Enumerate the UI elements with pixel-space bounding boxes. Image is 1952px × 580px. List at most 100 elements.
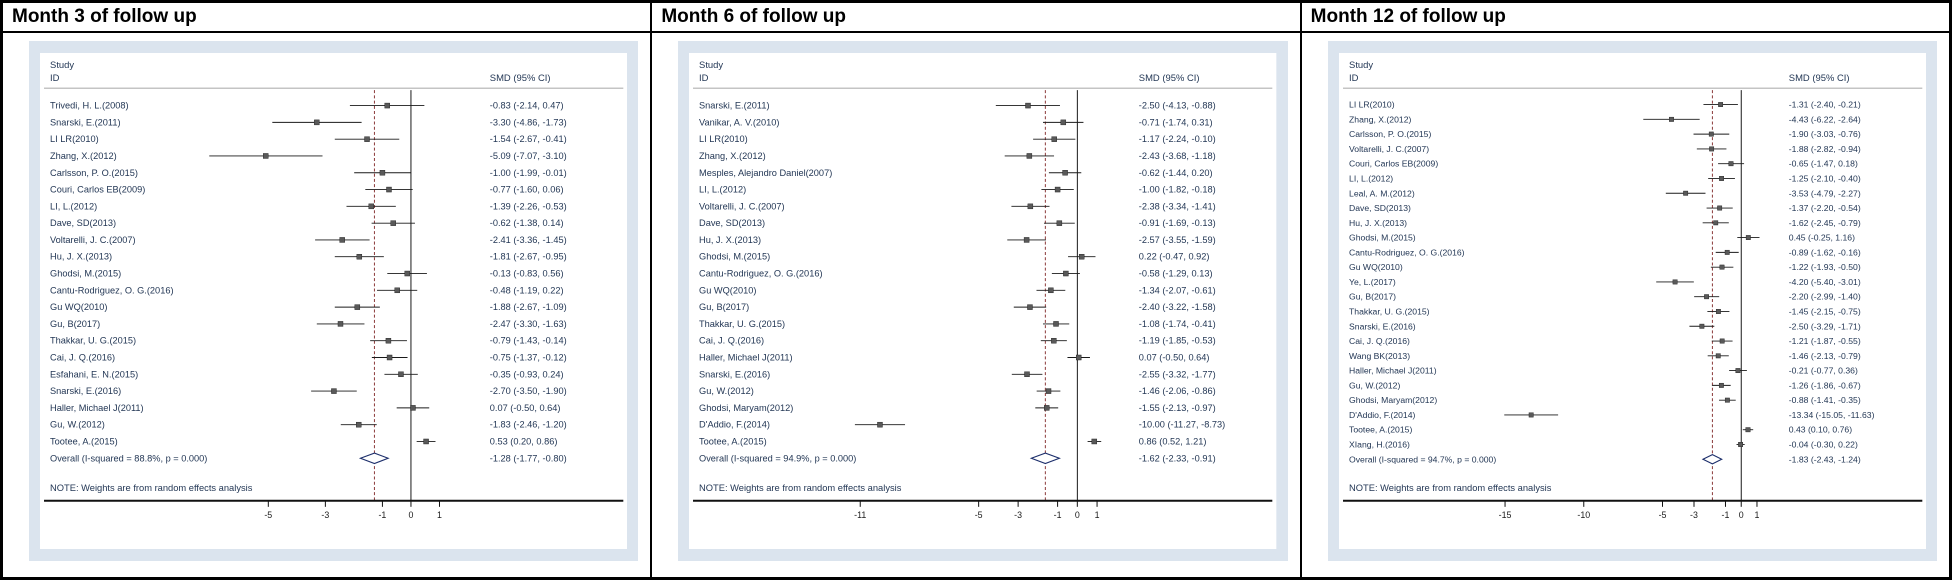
study-id-label: Zhang, X.(2012) — [50, 151, 117, 161]
effect-marker — [386, 354, 393, 361]
study-id-label: Ghodsi, M.(2015) — [699, 252, 770, 262]
panel-month-12: Month 12 of follow up Study ID SMD (95% CI)… — [1299, 3, 1949, 577]
study-id-label: Leal, A. M.(2012) — [1349, 188, 1415, 198]
smd-ci-label: -0.48 (-1.19, 0.22) — [490, 285, 564, 295]
effect-marker — [877, 421, 884, 428]
effect-marker — [1056, 220, 1063, 226]
study-id-label: Cai, J. Q.(2016) — [1349, 336, 1410, 346]
study-id-label: Gu, B(2017) — [50, 319, 100, 329]
study-id-label: Ghodsi, M.(2015) — [50, 269, 121, 279]
effect-marker — [394, 287, 400, 294]
smd-ci-label: -1.81 (-2.67, -0.95) — [490, 252, 567, 262]
effect-marker — [1715, 353, 1721, 359]
smd-ci-label: -2.40 (-3.22, -1.58) — [1139, 302, 1216, 312]
effect-marker — [354, 304, 361, 310]
id-header: ID — [1349, 72, 1359, 83]
effect-marker — [410, 405, 416, 411]
effect-marker — [1708, 146, 1714, 152]
smd-ci-label: -0.21 (-0.77, 0.36) — [1788, 366, 1857, 376]
study-id-label: Gu WQ(2010) — [699, 285, 756, 295]
smd-ci-label: -2.47 (-3.30, -1.63) — [490, 319, 567, 329]
smd-ci-label: -2.55 (-3.32, -1.77) — [1139, 369, 1216, 379]
smd-ci-label: -0.62 (-1.44, 0.20) — [1139, 168, 1213, 178]
smd-ci-label: -2.50 (-3.29, -1.71) — [1788, 321, 1860, 331]
smd-ci-label: -2.57 (-3.55, -1.59) — [1139, 235, 1216, 245]
smd-ci-label: -1.25 (-2.10, -0.40) — [1788, 173, 1860, 183]
smd-ci-label: -1.62 (-2.45, -0.79) — [1788, 218, 1860, 228]
effect-marker — [1745, 235, 1751, 240]
effect-marker — [1715, 309, 1721, 314]
smd-ci-label: -4.20 (-5.40, -3.01) — [1788, 277, 1860, 287]
effect-marker — [1745, 427, 1751, 433]
effect-marker — [356, 254, 363, 260]
smd-ci-label: -1.88 (-2.82, -0.94) — [1788, 144, 1860, 154]
study-id-label: Snarski, E.(2016) — [50, 386, 121, 396]
study-id-label: Snarski, E.(2016) — [1349, 321, 1416, 331]
panel-body: Study ID SMD (95% CI) Trivedi, H. L.(2008) -… — [3, 33, 650, 577]
overall-smd-ci-label: -1.28 (-1.77, -0.80) — [490, 453, 567, 463]
overall-diamond — [1701, 454, 1723, 465]
effect-marker — [339, 237, 345, 243]
effect-marker — [1712, 220, 1718, 226]
smd-ci-label: -1.08 (-1.74, -0.41) — [1139, 319, 1216, 329]
smd-ci-label: -0.71 (-1.74, 0.31) — [1139, 117, 1213, 127]
smd-ci-label: -1.46 (-2.13, -0.79) — [1788, 351, 1860, 361]
smd-ci-label: -0.58 (-1.29, 0.13) — [1139, 269, 1213, 279]
panel-title: Month 12 of follow up — [1301, 3, 1949, 33]
effect-marker — [1024, 371, 1031, 378]
smd-ci-label: -0.62 (-1.38, 0.14) — [490, 218, 564, 228]
effect-marker — [1076, 354, 1082, 361]
effect-marker — [423, 438, 429, 445]
weights-note: NOTE: Weights are from random effects an… — [1349, 483, 1552, 493]
panel-body: Study ID SMD (95% CI) LI LR(2010) -1.31 (-2.… — [1302, 33, 1949, 577]
smd-ci-label: -0.77 (-1.60, 0.06) — [490, 185, 564, 195]
effect-marker — [314, 119, 320, 126]
study-header: Study — [50, 59, 74, 70]
overall-label: Overall (I-squared = 88.8%, p = 0.000) — [50, 453, 207, 463]
smd-ci-label: -3.30 (-4.86, -1.73) — [490, 117, 567, 127]
effect-marker — [1044, 405, 1050, 411]
effect-marker — [385, 337, 392, 344]
study-id-label: Esfahani, E. N.(2015) — [50, 369, 138, 379]
effect-marker — [331, 388, 337, 394]
plot-background — [40, 53, 628, 549]
effect-marker — [384, 102, 390, 109]
smd-ci-label: 0.45 (-0.25, 1.16) — [1788, 233, 1854, 243]
study-id-label: Couri, Carlos EB(2009) — [50, 185, 145, 195]
effect-marker — [1672, 279, 1678, 285]
effect-marker — [1026, 153, 1033, 159]
study-id-label: Gu, B(2017) — [1349, 292, 1396, 302]
smd-ci-label: 0.22 (-0.47, 0.92) — [1139, 252, 1210, 262]
smd-ci-label: -1.55 (-2.13, -0.97) — [1139, 403, 1216, 413]
id-header: ID — [699, 72, 709, 83]
study-id-label: Mesples, Alejandro Daniel(2007) — [699, 168, 832, 178]
effect-marker — [1718, 382, 1724, 388]
x-axis-tick-label: 0 — [1075, 510, 1080, 520]
study-id-label: LI, L.(2012) — [50, 201, 97, 211]
study-id-label: Cantu-Rodriguez, O. G.(2016) — [699, 269, 822, 279]
smd-ci-label: -0.91 (-1.69, -0.13) — [1139, 218, 1216, 228]
effect-marker — [1051, 136, 1058, 142]
study-id-label: D'Addio, F.(2014) — [699, 420, 770, 430]
study-id-label: D'Addio, F.(2014) — [1349, 410, 1415, 420]
smd-ci-label: -0.13 (-0.83, 0.56) — [490, 269, 564, 279]
study-id-label: Snarski, E.(2016) — [699, 369, 770, 379]
study-id-label: LI LR(2010) — [1349, 100, 1395, 110]
smd-ci-label: -1.34 (-2.07, -0.61) — [1139, 285, 1216, 295]
x-axis-tick-label: -5 — [975, 510, 983, 520]
panel-title: Month 3 of follow up — [3, 3, 651, 33]
figure-frame: Study ID SMD (95% CI) Snarski, E.(2011) -2.5… — [678, 41, 1288, 561]
effect-marker — [1719, 264, 1725, 270]
smd-ci-label: -1.22 (-1.93, -0.50) — [1788, 262, 1860, 272]
smd-ci-label: -1.46 (-2.06, -0.86) — [1139, 386, 1216, 396]
study-id-label: Hu, J. X.(2013) — [699, 235, 761, 245]
study-id-label: Gu, W.(2012) — [1349, 380, 1400, 390]
x-axis-tick-label: -1 — [378, 510, 386, 520]
study-id-label: XIang, H.(2016) — [1349, 440, 1410, 450]
panel-month-6: Month 6 of follow up Study ID SMD (95% CI) S… — [650, 3, 1300, 577]
smd-ci-label: -3.53 (-4.79, -2.27) — [1788, 188, 1860, 198]
x-axis-tick-label: -5 — [1658, 510, 1666, 520]
effect-marker — [1048, 287, 1054, 294]
smd-ci-label: 0.07 (-0.50, 0.64) — [1139, 353, 1210, 363]
